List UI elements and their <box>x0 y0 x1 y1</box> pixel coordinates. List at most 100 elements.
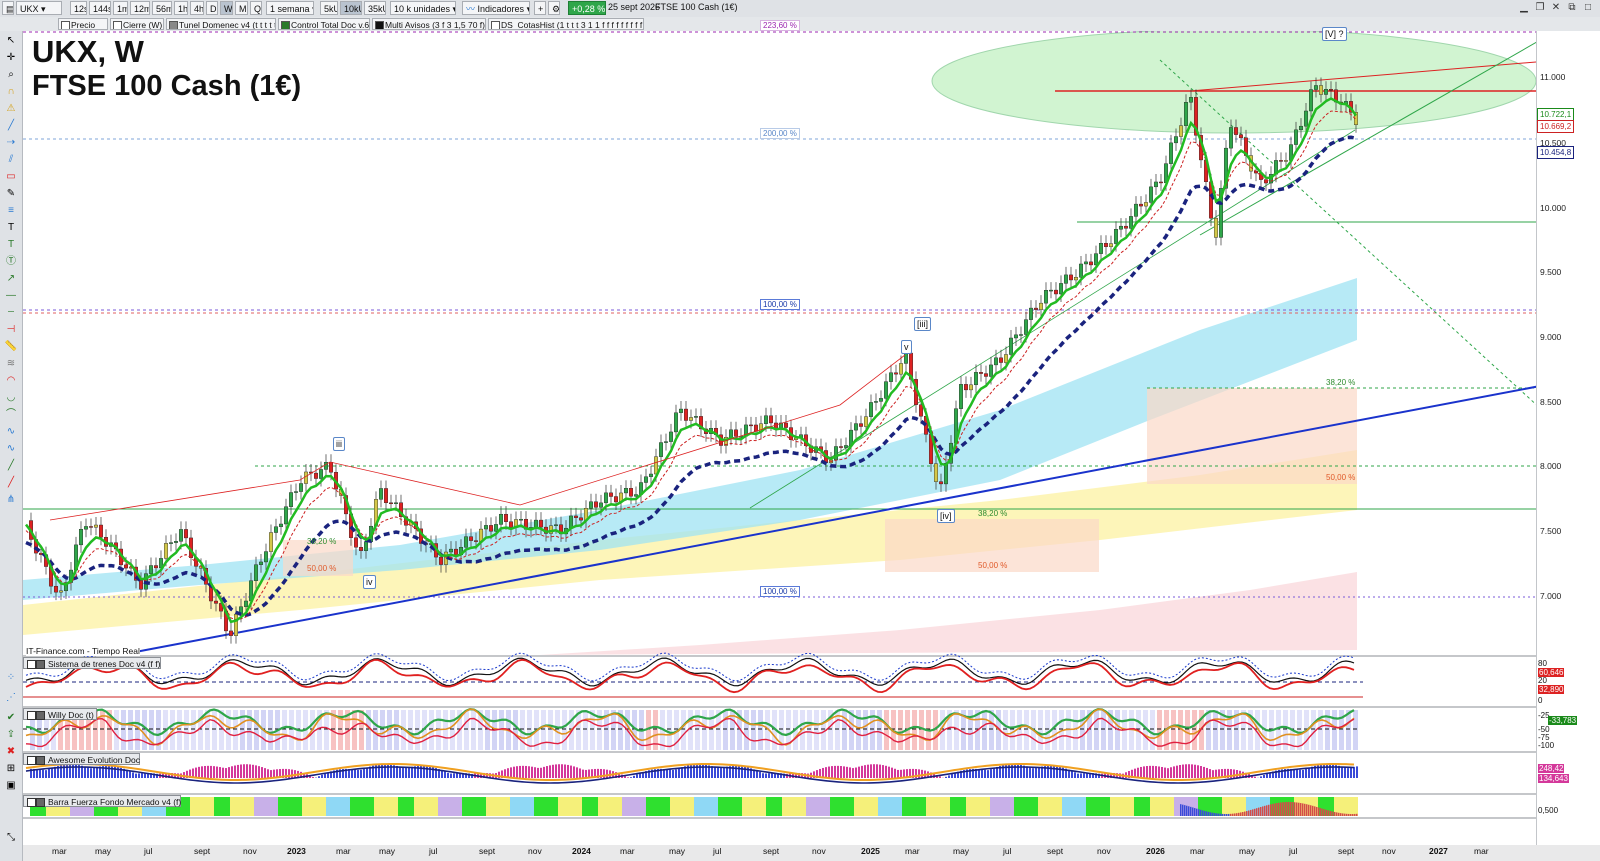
period-1h[interactable]: 1h <box>174 1 188 15</box>
vline-tool-icon[interactable]: ⊣ <box>6 324 16 335</box>
symbol-selector[interactable]: UKX ▾ <box>16 1 62 15</box>
price-chart[interactable] <box>23 31 1564 845</box>
units-dropdown[interactable]: 10 k unidades ▾ <box>390 1 456 15</box>
candle-body <box>1044 290 1049 304</box>
pitchfork-icon[interactable]: ⋔ <box>6 494 16 505</box>
panel-close-icon[interactable] <box>27 711 36 720</box>
close-icon[interactable]: ✕ <box>1551 2 1561 13</box>
note-icon[interactable]: Ⓣ <box>6 256 16 267</box>
detach-icon[interactable]: ⧉ <box>1568 2 1576 13</box>
wave-tool-icon[interactable]: ∿ <box>6 426 16 437</box>
rectangle-tool-icon[interactable]: ▭ <box>6 171 16 182</box>
fib-tool-icon[interactable]: ≡ <box>8 205 14 216</box>
awesome-bar <box>171 773 173 778</box>
checkbox-icon[interactable] <box>61 21 70 29</box>
tab-cierre[interactable]: Cierre (W) <box>110 18 164 30</box>
tab-multi-avisos[interactable]: Multi Avisos (3 f 3 1,5 70 f) <box>372 18 486 30</box>
wave-label-iv[interactable]: iv <box>363 575 376 589</box>
hline-tool-icon[interactable]: — <box>6 290 16 301</box>
pattern-icon[interactable]: ⁘ <box>6 672 16 683</box>
panel-settings-icon[interactable] <box>36 711 45 720</box>
awesome-bar <box>402 767 404 778</box>
tab-precio[interactable]: Precio <box>58 18 108 30</box>
period-w[interactable]: W <box>220 1 233 15</box>
minimize-icon[interactable]: ▁ <box>1520 2 1528 13</box>
checkbox-icon[interactable] <box>281 21 290 29</box>
period-4h[interactable]: 4h <box>190 1 204 15</box>
export-icon[interactable]: ⇪ <box>6 729 16 740</box>
period-12s[interactable]: 12s <box>70 1 87 15</box>
period-12m[interactable]: 12m <box>130 1 150 15</box>
checkbox-icon[interactable] <box>375 21 384 29</box>
arc-tool-icon[interactable]: ⌒ <box>6 409 16 420</box>
hline-dash-tool-icon[interactable]: ┄ <box>7 307 15 318</box>
unit-5ku[interactable]: 5kU <box>320 1 338 15</box>
period-d[interactable]: D <box>206 1 218 15</box>
text-icon[interactable]: T <box>7 222 15 233</box>
delete-icon[interactable]: ✖ <box>6 746 16 757</box>
crosshair-icon[interactable]: ✛ <box>6 52 16 63</box>
price-axis[interactable] <box>1536 31 1600 845</box>
wave2-tool-icon[interactable]: ∿ <box>6 443 16 454</box>
restore-icon[interactable]: ❐ <box>1535 2 1545 13</box>
arrow-tool-icon[interactable]: ↗ <box>6 273 16 284</box>
panel-settings-icon[interactable] <box>36 756 45 765</box>
period-144s[interactable]: 144s <box>89 1 111 15</box>
indicators-button[interactable]: 〰 Indicadores ▾ <box>462 1 530 15</box>
panel-settings-icon[interactable] <box>36 798 45 807</box>
maximize-icon[interactable]: □ <box>1584 2 1592 13</box>
checkbox-icon[interactable] <box>169 21 178 29</box>
trend-tool-icon[interactable]: ╱ <box>7 460 15 471</box>
alert-icon[interactable]: ⚠ <box>6 103 16 114</box>
period-m[interactable]: M <box>235 1 248 15</box>
tab-cotashist[interactable]: DS_CotasHist (1 t t t 3 1 1 f f f f f f … <box>488 18 644 30</box>
trash-icon[interactable]: ▣ <box>6 780 16 791</box>
cursor-icon[interactable]: ↖ <box>6 35 16 46</box>
settings-icon[interactable]: ⚙ <box>548 1 560 15</box>
line-tool-icon[interactable]: ╱ <box>7 120 15 131</box>
subpanel-header-trenes[interactable]: Sistema de trenes Doc v4 (f f) <box>23 657 161 669</box>
wave-label-v[interactable]: v <box>901 340 912 354</box>
wave-label-iii[interactable]: iii <box>333 437 345 451</box>
zoom-icon[interactable]: ⌕ <box>8 69 14 80</box>
gann-icon[interactable]: ⋰ <box>6 692 16 703</box>
add-icon[interactable]: + <box>534 1 546 15</box>
ellipse-tool-icon[interactable]: ◠ <box>6 375 16 386</box>
period-56m[interactable]: 56m <box>152 1 172 15</box>
awesome-bar <box>351 769 353 778</box>
tab-tunel[interactable]: Tunel Domenec v4 (t t t t t) <box>166 18 276 30</box>
lock-icon[interactable]: ⊞ <box>6 763 16 774</box>
wave-label-iv-major[interactable]: [iv] <box>937 509 955 523</box>
unit-35ku[interactable]: 35kU <box>364 1 386 15</box>
pencil-icon[interactable]: ✎ <box>6 188 16 199</box>
subpanel-header-awesome[interactable]: Awesome Evolution Doc <box>23 753 140 765</box>
chart-area[interactable] <box>23 31 1564 845</box>
curve-tool-icon[interactable]: ◡ <box>6 392 16 403</box>
period-1m[interactable]: 1m <box>113 1 128 15</box>
unit-10ku[interactable]: 10kU <box>340 1 362 15</box>
brush-icon[interactable]: ≋ <box>6 358 16 369</box>
awesome-bar <box>876 764 878 778</box>
magnet-icon[interactable]: ∩ <box>7 86 15 97</box>
check-icon[interactable]: ✔ <box>6 712 16 723</box>
wave-label-v-major[interactable]: [V] ? <box>1322 27 1347 41</box>
tab-control-total[interactable]: Control Total Doc v.6 <box>278 18 370 30</box>
panel-close-icon[interactable] <box>27 660 36 669</box>
subpanel-header-barra[interactable]: Barra Fuerza Fondo Mercado v4 (f) <box>23 795 181 807</box>
ruler-icon[interactable]: 📏 <box>4 341 18 352</box>
checkbox-icon[interactable] <box>113 21 122 29</box>
period-q[interactable]: Q <box>250 1 262 15</box>
ray-tool-icon[interactable]: ⇢ <box>6 137 16 148</box>
trend-red-tool-icon[interactable]: ╱ <box>7 477 15 488</box>
subpanel-header-willy[interactable]: Willy Doc (t) <box>23 708 97 720</box>
wave-label-iii-major[interactable]: [iii] <box>914 317 931 331</box>
panel-settings-icon[interactable] <box>36 660 45 669</box>
range-selector[interactable]: 1 semana ▾ <box>266 1 314 15</box>
panel-close-icon[interactable] <box>27 756 36 765</box>
checkbox-icon[interactable] <box>491 21 500 29</box>
channel-tool-icon[interactable]: ⫽ <box>8 154 14 165</box>
app-menu-icon[interactable]: ▤ <box>2 1 14 15</box>
panel-close-icon[interactable] <box>27 798 36 807</box>
text-box-icon[interactable]: T <box>7 239 15 250</box>
expand-icon[interactable]: ⤡ <box>7 832 15 843</box>
